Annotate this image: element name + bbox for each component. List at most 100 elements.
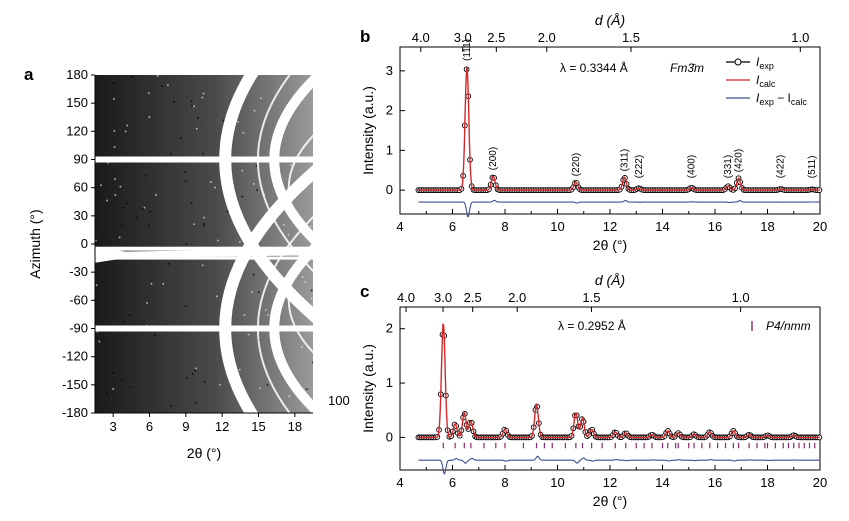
x-tick-label: 16 xyxy=(708,219,722,234)
speckle xyxy=(242,132,245,134)
diffraction-ring-220-lower xyxy=(257,215,313,413)
speckle xyxy=(149,210,152,213)
colorbar-label: 100 xyxy=(328,393,350,408)
speckle xyxy=(148,92,150,94)
x-tick-label: 20 xyxy=(813,219,827,234)
y-tick-label: 1 xyxy=(386,142,393,157)
calculated-curve xyxy=(418,67,820,191)
hkl-label: (200) xyxy=(488,147,499,170)
speckle xyxy=(112,372,114,374)
speckle xyxy=(301,276,304,278)
speckle xyxy=(193,105,195,108)
speckle xyxy=(136,216,138,219)
legend-suffix: − I xyxy=(774,91,791,105)
speckle xyxy=(119,185,122,188)
wavelength-label: λ = 0.2952 Å xyxy=(558,318,626,333)
speckle xyxy=(96,196,99,199)
speckle xyxy=(148,224,150,227)
speckle xyxy=(214,186,216,189)
speckle xyxy=(170,405,173,407)
speckle xyxy=(203,216,205,219)
speckle xyxy=(112,82,115,84)
detector-gap-band xyxy=(95,156,313,163)
y-tick-label: 0 xyxy=(386,182,393,197)
speckle xyxy=(161,85,163,87)
speckle xyxy=(185,243,188,245)
legend-marker xyxy=(734,58,742,66)
legend-sub2: calc xyxy=(791,97,808,107)
legend-entry: Icalc xyxy=(756,73,776,89)
speckle xyxy=(260,97,262,100)
speckle xyxy=(195,367,197,370)
speckle xyxy=(222,119,225,122)
diffraction-ring-faint-upper xyxy=(287,134,313,241)
speckle xyxy=(148,116,151,118)
x-tick-label: 8 xyxy=(501,219,508,234)
speckle xyxy=(216,295,218,298)
x-axis-title: 2θ (°) xyxy=(593,493,627,509)
y-tick-label: 180 xyxy=(66,67,88,82)
top-tick-label: 2.0 xyxy=(538,30,556,45)
speckle xyxy=(241,169,244,172)
speckle xyxy=(105,392,108,394)
wavelength-label: λ = 0.3344 Å xyxy=(560,60,628,75)
speckle xyxy=(121,378,123,381)
experimental-points xyxy=(415,331,823,441)
y-axis-title: Azimuth (°) xyxy=(27,209,43,278)
speckle xyxy=(113,146,116,148)
speckle xyxy=(219,383,221,386)
speckle xyxy=(155,194,157,196)
speckle xyxy=(173,101,175,103)
speckle xyxy=(306,388,308,390)
x-tick-label: 10 xyxy=(550,475,564,490)
speckle xyxy=(125,202,128,205)
hkl-label: (311) xyxy=(619,149,630,172)
speckle xyxy=(237,121,239,123)
detector-gap-band xyxy=(95,256,313,260)
top-tick-label: 1.0 xyxy=(732,290,750,305)
y-tick-label: 3 xyxy=(386,63,393,78)
speckle xyxy=(114,194,117,196)
speckle xyxy=(203,223,205,225)
hkl-label: (422) xyxy=(776,155,787,178)
speckle xyxy=(143,206,146,209)
y-axis-title: Intensity (a.u.) xyxy=(360,86,376,175)
top-tick-label: 4.0 xyxy=(412,30,430,45)
speckle xyxy=(162,283,165,285)
top-tick-label: 3.0 xyxy=(434,290,452,305)
speckle xyxy=(203,224,205,227)
hkl-label: (420) xyxy=(734,149,745,172)
speckle xyxy=(255,165,258,167)
speckle xyxy=(309,225,312,228)
speckle xyxy=(118,236,121,239)
x-axis-title: 2θ (°) xyxy=(187,445,221,461)
speckle xyxy=(203,381,206,383)
difference-curve xyxy=(418,199,820,218)
diffraction-ring-220-upper xyxy=(257,75,313,273)
panel-label-b: b xyxy=(360,27,370,46)
legend-sub: exp xyxy=(759,97,774,107)
hkl-label: (400) xyxy=(686,155,697,178)
legend-main: I xyxy=(756,91,760,105)
y-tick-label: 0 xyxy=(81,236,88,251)
speckle xyxy=(251,291,253,293)
y-tick-label: 60 xyxy=(74,180,88,195)
x-tick-label: 8 xyxy=(501,475,508,490)
x-tick-label: 14 xyxy=(655,219,669,234)
speckle xyxy=(126,124,128,127)
speckle xyxy=(287,234,290,236)
detector-gap-band xyxy=(95,325,313,332)
speckle xyxy=(226,210,228,213)
speckle xyxy=(129,386,132,388)
y-tick-label: 90 xyxy=(74,152,88,167)
y-tick-label: 30 xyxy=(74,208,88,223)
hkl-label: (220) xyxy=(571,153,582,176)
speckle xyxy=(168,263,170,265)
speckle xyxy=(113,130,116,132)
speckle xyxy=(167,84,169,86)
speckle xyxy=(150,282,153,285)
x-tick-label: 10 xyxy=(550,219,564,234)
